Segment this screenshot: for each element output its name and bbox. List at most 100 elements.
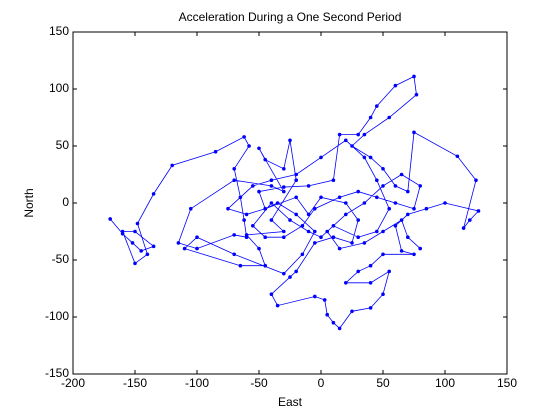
data-point [325, 312, 330, 317]
data-point [195, 246, 199, 251]
data-point [306, 212, 311, 217]
data-point [468, 218, 472, 222]
data-point [399, 249, 404, 253]
data-point [368, 306, 373, 310]
data-line [109, 75, 480, 329]
data-point [313, 206, 317, 211]
data-point [461, 226, 466, 230]
data-point [269, 201, 274, 205]
data-point [195, 235, 199, 239]
data-point [474, 178, 478, 182]
data-point [344, 212, 348, 217]
data-point [387, 269, 392, 274]
data-point [418, 184, 423, 188]
data-point [455, 154, 460, 159]
data-point [257, 146, 261, 151]
data-point [418, 246, 423, 251]
data-point [238, 195, 243, 200]
data-point [344, 138, 348, 143]
data-point [313, 294, 317, 299]
data-point [226, 206, 230, 211]
data-point [232, 233, 236, 237]
data-point [313, 229, 317, 234]
x-tick-label: -200 [61, 376, 85, 390]
data-point [412, 206, 416, 211]
data-point [393, 224, 398, 228]
data-point [282, 271, 286, 276]
data-point [368, 155, 373, 160]
data-point [381, 184, 385, 188]
data-point [130, 241, 135, 245]
data-point [368, 115, 373, 120]
data-point [362, 155, 367, 160]
data-point [356, 218, 361, 222]
data-point [282, 229, 286, 234]
data-point [319, 195, 323, 200]
data-point [232, 252, 236, 257]
data-point [294, 269, 299, 274]
data-point [387, 206, 392, 211]
data-point [282, 189, 286, 194]
data-point [294, 195, 299, 200]
data-point [375, 178, 379, 182]
data-point [331, 320, 336, 325]
data-point [350, 144, 354, 148]
data-point [337, 195, 342, 200]
data-point [145, 252, 150, 257]
data-point [350, 309, 354, 314]
data-point [362, 201, 367, 205]
data-point [288, 275, 292, 279]
data-point [381, 229, 385, 234]
data-point [306, 229, 311, 234]
y-tick-label: 0 [62, 195, 69, 209]
data-point [151, 192, 156, 196]
data-point [368, 281, 373, 285]
data-point [412, 130, 416, 135]
data-point [375, 104, 379, 108]
data-point [213, 149, 218, 154]
data-point [344, 201, 348, 205]
data-point [247, 144, 251, 148]
data-point [139, 249, 143, 253]
data-point [412, 252, 416, 257]
data-point [337, 246, 342, 251]
data-point [412, 74, 416, 79]
data-point [414, 92, 419, 97]
data-point [362, 132, 367, 137]
x-tick-label: 50 [376, 376, 390, 390]
data-point [263, 157, 268, 162]
data-point [251, 184, 255, 188]
data-point [381, 292, 385, 297]
data-point [133, 261, 137, 266]
data-point [399, 218, 404, 222]
data-point [232, 178, 236, 182]
data-point [443, 201, 447, 205]
data-point [300, 252, 305, 257]
data-point [381, 252, 385, 257]
data-point [325, 229, 330, 234]
data-point [356, 235, 361, 239]
chart-title: Acceleration During a One Second Period [179, 10, 402, 24]
data-point [282, 185, 286, 189]
data-point [263, 263, 268, 268]
x-tick-label: -150 [123, 376, 147, 390]
data-point [406, 235, 410, 239]
data-point [406, 212, 410, 217]
data-point [294, 212, 299, 217]
y-tick-label: -50 [52, 252, 70, 266]
data-point [356, 132, 361, 137]
data-point [393, 201, 398, 205]
plot-area [72, 31, 508, 375]
data-point [362, 241, 367, 245]
y-tick-label: 150 [49, 24, 69, 38]
data-point [238, 263, 243, 268]
data-point [263, 235, 268, 239]
data-point [344, 281, 348, 285]
data-point [300, 224, 305, 228]
data-point [319, 155, 323, 160]
data-point [251, 224, 255, 228]
data-point [170, 163, 174, 168]
data-point [120, 229, 125, 234]
data-point [313, 241, 317, 245]
data-point [337, 326, 342, 331]
